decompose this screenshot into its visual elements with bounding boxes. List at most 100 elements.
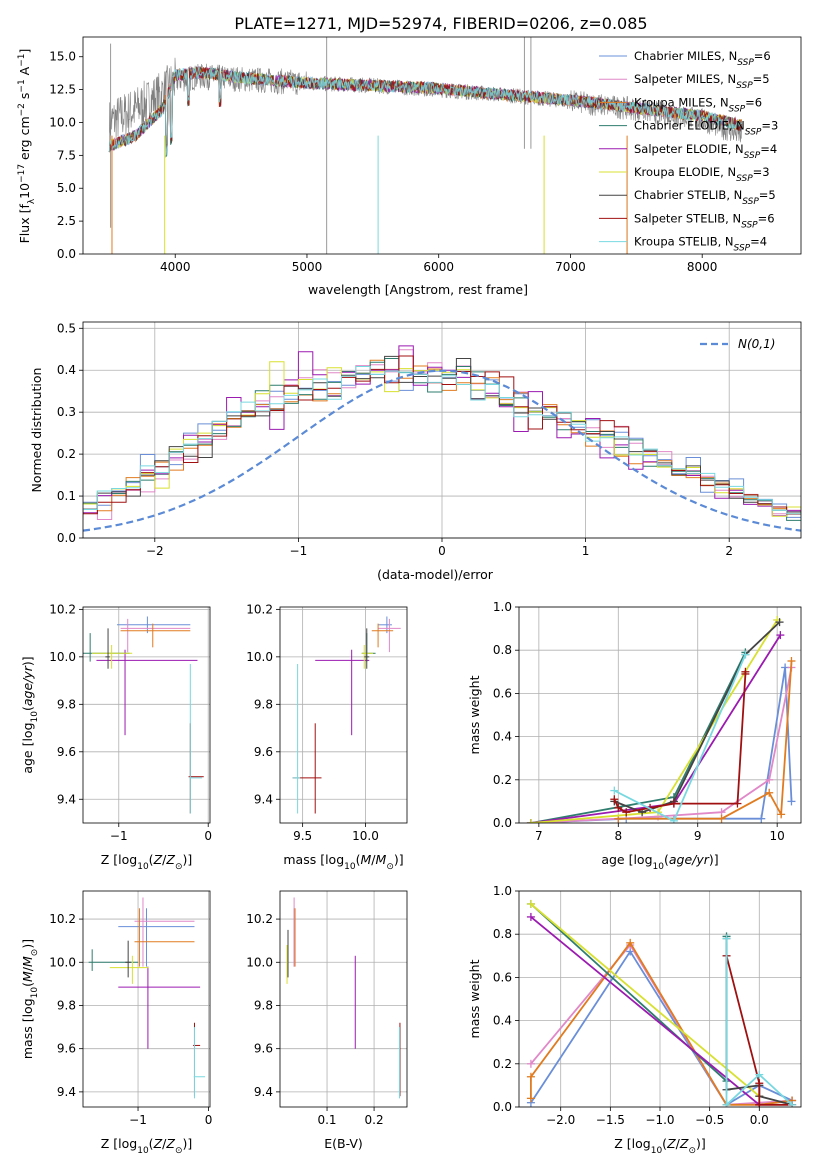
plot-area-spectrum <box>108 37 743 254</box>
y-tick-label: 0.0 <box>493 816 512 830</box>
y-tick-label: 0.0 <box>493 1100 512 1114</box>
x-tick-label: 8 <box>614 829 622 843</box>
x-axis-label: Z [log10(Z/Z⊙)] <box>101 1136 193 1156</box>
x-axis-label: (data-model)/error <box>377 567 494 582</box>
x-tick-label: 0.1 <box>317 1113 336 1127</box>
axes-mass_vs_Z: −1 0 9.4 9.6 9.8 10.0 10.2 Z [log10(Z/Z⊙)] mass … <box>20 890 212 1156</box>
axes-frame <box>518 606 802 824</box>
y-axis-label: mass weight <box>467 959 482 1038</box>
y-tick-label: 0.5 <box>57 321 76 335</box>
y-tick-label: 5.0 <box>57 181 76 195</box>
x-axis-label: E(B-V) <box>324 1136 363 1151</box>
y-tick-label: 0.4 <box>57 363 76 377</box>
y-tick-label: 1.0 <box>493 884 512 898</box>
weight-marker <box>669 816 678 823</box>
legend-label: Chabrier ELODIE, NSSP=3 <box>634 119 778 138</box>
y-tick-label: 15.0 <box>49 50 76 64</box>
weight-series-line <box>530 903 760 1097</box>
weight-marker <box>777 810 786 819</box>
y-tick-label: 7.5 <box>57 148 76 162</box>
axes-age_vs_Z: −1 0 9.4 9.6 9.8 10.0 10.2 Z [log10(Z/Z⊙)] age [… <box>20 602 212 872</box>
x-tick-label: 7000 <box>555 260 586 274</box>
y-tick-label: 10.0 <box>49 955 76 969</box>
y-tick-label: 9.8 <box>57 998 76 1012</box>
weight-marker <box>733 799 742 808</box>
x-tick-label: 9 <box>694 829 702 843</box>
plot-area-weight_vs_age <box>526 615 796 823</box>
weight-marker <box>787 657 796 665</box>
x-tick-label: −0.5 <box>695 1113 724 1127</box>
plot-area-age_vs_Z <box>83 616 204 814</box>
legend-label: Kroupa MILES, NSSP=6 <box>634 95 762 114</box>
axes-frame <box>279 890 408 1108</box>
legend-label: Salpeter STELIB, NSSP=6 <box>634 211 775 230</box>
y-tick-label: 12.5 <box>49 83 76 97</box>
weight-marker <box>755 1100 764 1107</box>
y-tick-label: 9.6 <box>254 1042 273 1056</box>
y-tick-label: 9.8 <box>254 697 273 711</box>
y-tick-label: 0.8 <box>493 927 512 941</box>
x-tick-label: −2 <box>146 544 164 558</box>
axes-spectrum: 4000 5000 6000 7000 8000 0.0 2.5 5.0 7.5 10.0 12.5… <box>17 36 802 297</box>
weight-series-line <box>618 660 793 820</box>
plot-area-age_vs_mass <box>292 616 401 814</box>
y-tick-label: 9.6 <box>254 745 273 759</box>
x-tick-label: 4000 <box>160 260 191 274</box>
weight-marker <box>526 899 535 908</box>
weight-marker <box>610 795 619 804</box>
x-tick-label: 10.0 <box>352 829 379 843</box>
x-tick-label: 5000 <box>292 260 323 274</box>
histogram-series <box>83 366 801 518</box>
y-tick-label: 9.4 <box>57 792 76 806</box>
weight-marker <box>669 799 678 808</box>
histogram-series <box>83 358 801 521</box>
weight-marker <box>741 667 750 676</box>
weight-marker <box>755 1079 764 1088</box>
axes-age_vs_mass: 9.5 10.0 9.4 9.6 9.8 10.0 10.2 mass [log10(M/M⊙… <box>246 602 408 872</box>
weight-marker <box>526 1059 535 1068</box>
y-tick-label: 0.3 <box>57 405 76 419</box>
y-tick-label: 0.0 <box>57 247 76 261</box>
plot-area-mass_vs_EBV <box>286 897 401 1099</box>
weight-marker <box>717 814 726 823</box>
x-tick-label: −1.0 <box>645 1113 674 1127</box>
histogram-series <box>83 366 801 522</box>
y-tick-label: 0.2 <box>493 1057 512 1071</box>
x-tick-label: 0 <box>204 829 212 843</box>
y-tick-label: 1.0 <box>493 600 512 614</box>
weight-marker <box>526 912 535 921</box>
weight-marker <box>765 775 774 784</box>
x-axis-label: Z [log10(Z/Z⊙)] <box>614 1136 706 1156</box>
weight-marker <box>526 1094 535 1103</box>
legend-label: Chabrier STELIB, NSSP=5 <box>634 188 776 207</box>
y-tick-label: 0.0 <box>57 531 76 545</box>
y-tick-label: 10.0 <box>49 650 76 664</box>
y-tick-label: 0.4 <box>493 1014 512 1028</box>
weight-marker <box>757 814 766 823</box>
y-axis-label: Normed distribution <box>29 368 44 493</box>
y-tick-label: 9.6 <box>57 1042 76 1056</box>
model-spectrum <box>108 67 743 156</box>
x-tick-label: 9.5 <box>293 829 312 843</box>
histogram-series <box>83 361 801 517</box>
weight-marker <box>622 808 631 817</box>
x-tick-label: −1 <box>290 544 308 558</box>
normal-reference-curve <box>83 369 801 532</box>
x-tick-label: 7 <box>535 829 543 843</box>
weight-marker <box>755 1070 764 1079</box>
legend-label: Chabrier MILES, NSSP=6 <box>634 49 771 68</box>
weight-marker <box>787 797 796 806</box>
x-tick-label: 8000 <box>687 260 718 274</box>
x-tick-label: 0 <box>438 544 446 558</box>
y-tick-label: 2.5 <box>57 214 76 228</box>
spectrum-legend: Chabrier MILES, NSSP=6 Salpeter MILES, NS… <box>599 49 778 254</box>
axes-weight_vs_age: 7 8 9 10 0.0 0.2 0.4 0.6 0.8 1.0 age [log10(age/yr… <box>467 600 802 872</box>
weight-series-line <box>530 667 793 823</box>
weight-marker <box>741 650 750 659</box>
weight-marker <box>610 786 619 795</box>
weight-marker <box>626 938 635 947</box>
x-axis-label: wavelength [Angstrom, rest frame] <box>308 282 528 297</box>
axes-weight_vs_Z: −2.0 −1.5 −1.0 −0.5 0.0 0.0 0.2 0.4 0.6 0.8 1.0 Z [… <box>467 884 802 1156</box>
weight-series-line <box>530 949 793 1107</box>
